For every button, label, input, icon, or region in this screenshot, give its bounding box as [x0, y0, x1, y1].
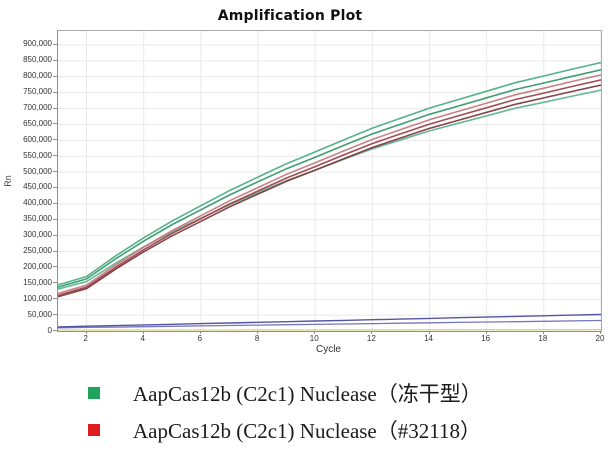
y-tick-label: 500,000 [23, 166, 52, 176]
legend-item-lyophilized: AapCas12b (C2c1) Nuclease（冻干型） [88, 380, 568, 406]
chart-title: Amplification Plot [217, 8, 363, 24]
x-tick-mark [142, 331, 144, 334]
x-tick-mark [428, 331, 430, 334]
series-line-lyophilized-green-rep1 [58, 61, 601, 286]
legend-swatch-red [88, 424, 100, 436]
y-tick-label: 650,000 [23, 118, 52, 128]
x-tick-label: 2 [83, 334, 88, 343]
x-tick-label: 20 [595, 334, 605, 343]
series-line-32118-red-rep1 [58, 74, 601, 295]
y-tick-label: 50,000 [27, 309, 52, 319]
y-tick-label: 750,000 [23, 87, 52, 97]
x-tick-label: 18 [538, 334, 548, 343]
x-tick-label: 14 [424, 334, 433, 343]
y-tick-mark [53, 171, 57, 173]
x-tick-mark [600, 331, 601, 334]
series-line-lyophilized-green-rep2 [58, 69, 601, 288]
x-tick-label: 16 [481, 334, 491, 343]
x-tick-label: 8 [254, 334, 260, 343]
y-tick-mark [53, 218, 57, 220]
x-tick-mark [542, 331, 544, 334]
x-tick-mark [371, 331, 373, 334]
y-tick-mark [53, 234, 57, 236]
y-tick-mark [53, 91, 57, 93]
y-tick-mark [53, 282, 57, 284]
x-tick-label: 12 [366, 334, 376, 343]
y-tick-mark [53, 314, 57, 316]
plot-canvas [58, 31, 601, 331]
x-tick-label: 4 [140, 334, 145, 343]
y-tick-label: 250,000 [23, 246, 52, 256]
x-tick-mark [85, 331, 87, 334]
x-tick-label: 10 [309, 334, 319, 343]
y-tick-mark [53, 75, 57, 77]
x-tick-mark [314, 331, 316, 334]
y-tick-mark [53, 202, 57, 204]
y-tick-label: 150,000 [23, 277, 52, 287]
y-tick-mark [53, 266, 57, 268]
y-tick-mark [53, 107, 57, 109]
series-line-32118-red-rep2 [58, 79, 601, 297]
y-tick-label: 800,000 [23, 71, 52, 81]
y-tick-label: 100,000 [23, 293, 52, 303]
x-tick-label: 6 [197, 334, 203, 343]
y-tick-label: 300,000 [23, 230, 52, 240]
y-tick-label: 400,000 [23, 198, 52, 208]
x-tick-mark [257, 331, 259, 334]
y-tick-label: 0 [47, 325, 52, 335]
y-tick-mark [53, 298, 57, 300]
y-tick-mark [53, 155, 57, 157]
series-line-ntc-blue-2 [58, 319, 601, 329]
y-tick-label: 850,000 [23, 55, 52, 65]
y-tick-mark [53, 59, 57, 61]
y-tick-mark [53, 186, 57, 188]
y-tick-label: 200,000 [23, 261, 52, 271]
legend-label-lyophilized: AapCas12b (C2c1) Nuclease（冻干型） [133, 382, 482, 406]
legend-item-32118: AapCas12b (C2c1) Nuclease（#32118） [88, 417, 568, 443]
y-tick-mark [53, 250, 57, 252]
y-tick-label: 600,000 [23, 134, 52, 144]
y-tick-mark [53, 330, 57, 331]
legend-label-32118: AapCas12b (C2c1) Nuclease（#32118） [133, 419, 481, 443]
plot-area [57, 30, 602, 332]
y-tick-label: 900,000 [23, 39, 52, 49]
x-axis-label: Cycle [315, 344, 341, 355]
y-tick-mark [53, 43, 57, 45]
series-line-32118-red-rep3 [58, 84, 601, 298]
y-tick-label: 350,000 [23, 214, 52, 224]
series-line-lyophilized-green-rep3 [58, 89, 601, 290]
y-tick-mark [53, 139, 57, 141]
y-tick-label: 550,000 [23, 150, 52, 160]
y-tick-mark [53, 123, 57, 125]
y-tick-label: 450,000 [23, 182, 52, 192]
legend-swatch-green [88, 387, 100, 399]
legend: AapCas12b (C2c1) Nuclease（冻干型） AapCas12b… [88, 380, 568, 454]
x-tick-mark [485, 331, 487, 334]
x-tick-mark [199, 331, 201, 334]
series-line-ntc-blue-1 [58, 313, 601, 328]
y-tick-label: 700,000 [23, 103, 52, 113]
